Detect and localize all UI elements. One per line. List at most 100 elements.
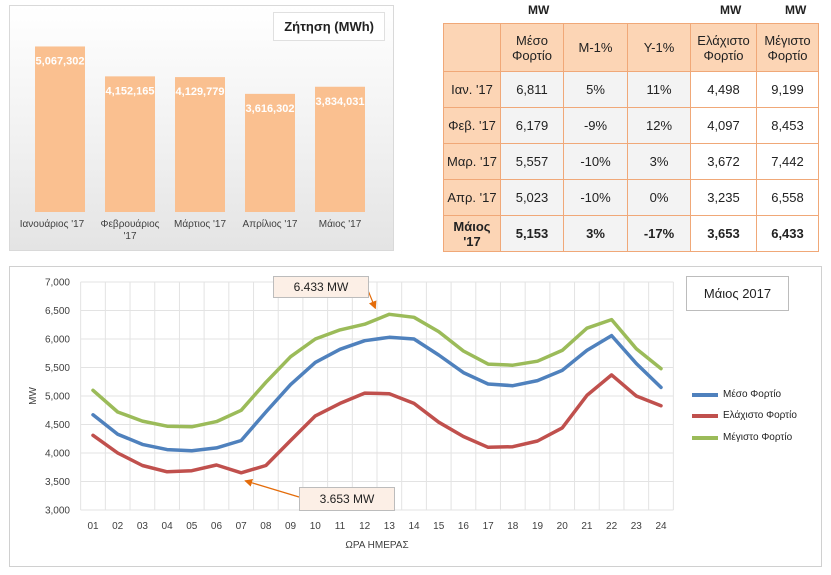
x-tick-label: 19 bbox=[532, 521, 544, 532]
table-cell: 3,672 bbox=[690, 143, 757, 180]
table-cell: Ιαν. '17 bbox=[443, 71, 501, 108]
x-tick-label: 15 bbox=[433, 521, 445, 532]
table-row: Ιαν. '17 6,811 5% 11% 4,498 9,199 bbox=[443, 71, 819, 108]
bar-category-label: Μάρτιος '17 bbox=[174, 218, 226, 230]
bar-2 bbox=[105, 76, 155, 212]
x-tick-label: 05 bbox=[186, 521, 198, 532]
x-tick-label: 21 bbox=[581, 521, 593, 532]
line-chart-title: Μάιος 2017 bbox=[686, 276, 789, 311]
demand-bar-plot: 5,067,302 Ιανουάριος '17 4,152,165 Φεβρουάρ… bbox=[20, 46, 365, 242]
y-tick-label: 7,000 bbox=[45, 278, 70, 289]
legend-label: Μέσο Φορτίο bbox=[723, 389, 782, 400]
legend-swatch-max bbox=[692, 435, 718, 440]
x-tick-label: 10 bbox=[310, 521, 322, 532]
bar-value-label: 5,067,302 bbox=[36, 55, 85, 67]
table-cell: 3,235 bbox=[690, 179, 757, 216]
x-tick-label: 16 bbox=[458, 521, 470, 532]
table-cell: Φεβ. '17 bbox=[443, 107, 501, 144]
bar-category-label: Φεβρουάριος bbox=[101, 218, 160, 230]
x-tick-label: 02 bbox=[112, 521, 124, 532]
x-tick-label: 01 bbox=[87, 521, 99, 532]
table-row: Μαρ. '17 5,557 -10% 3% 3,672 7,442 bbox=[443, 143, 819, 180]
legend-item-min: Ελάχιστο Φορτίο bbox=[692, 410, 797, 421]
bar-4 bbox=[245, 93, 295, 212]
table-cell: -10% bbox=[563, 179, 628, 216]
x-axis-title: ΩΡΑ ΗΜΕΡΑΣ bbox=[345, 540, 408, 551]
table-header-cell: Υ-1% bbox=[627, 23, 691, 72]
legend-label: Μέγιστο Φορτίο bbox=[723, 432, 793, 443]
x-tick-label: 09 bbox=[285, 521, 297, 532]
x-tick-label: 18 bbox=[507, 521, 519, 532]
series-line-3 bbox=[91, 312, 663, 429]
demand-bar-chart: 5,067,302 Ιανουάριος '17 4,152,165 Φεβρουάρ… bbox=[9, 5, 394, 251]
unit-label-max: MW bbox=[785, 3, 807, 17]
table-cell: Απρ. '17 bbox=[443, 179, 501, 216]
legend-swatch-mean bbox=[692, 392, 718, 397]
table-row: Απρ. '17 5,023 -10% 0% 3,235 6,558 bbox=[443, 179, 819, 216]
bar-value-label: 3,834,031 bbox=[316, 96, 365, 108]
table-cell: 6,433 bbox=[756, 215, 819, 252]
y-tick-label: 4,500 bbox=[45, 420, 70, 431]
table-cell: 9,199 bbox=[756, 71, 819, 108]
max-load-callout: 6.433 MW bbox=[273, 276, 369, 298]
table-cell: 5,153 bbox=[500, 215, 564, 252]
bar-category-label: '17 bbox=[123, 231, 136, 242]
x-tick-label: 12 bbox=[359, 521, 371, 532]
table-cell: 12% bbox=[627, 107, 691, 144]
table-cell: 11% bbox=[627, 71, 691, 108]
table-cell: -10% bbox=[563, 143, 628, 180]
y-tick-label: 4,000 bbox=[45, 449, 70, 460]
x-tick-label: 04 bbox=[162, 521, 174, 532]
x-tick-label: 22 bbox=[606, 521, 618, 532]
x-tick-label: 24 bbox=[655, 521, 667, 532]
x-tick-label: 03 bbox=[137, 521, 149, 532]
min-load-callout: 3.653 MW bbox=[299, 487, 395, 511]
x-tick-label: 07 bbox=[236, 521, 248, 532]
load-statistics-table: Μέσο Φορτίο Μ-1% Υ-1% Ελάχιστο Φορτίο Μέ… bbox=[443, 23, 819, 252]
table-cell: 3,653 bbox=[690, 215, 757, 252]
x-tick-label: 06 bbox=[211, 521, 223, 532]
table-cell: 3% bbox=[627, 143, 691, 180]
y-axis-title: MW bbox=[28, 387, 39, 405]
bar-category-label: Μάιος '17 bbox=[319, 218, 362, 230]
series-line-2 bbox=[91, 373, 663, 475]
table-cell: Μάιος '17 bbox=[443, 215, 501, 252]
legend-label: Ελάχιστο Φορτίο bbox=[723, 410, 797, 421]
table-cell: -9% bbox=[563, 107, 628, 144]
unit-label-min: MW bbox=[720, 3, 742, 17]
bar-3 bbox=[175, 77, 225, 212]
unit-label-mean: MW bbox=[528, 3, 550, 17]
y-tick-label: 5,000 bbox=[45, 392, 70, 403]
y-tick-label: 5,500 bbox=[45, 363, 70, 374]
table-cell: Μαρ. '17 bbox=[443, 143, 501, 180]
x-tick-label: 08 bbox=[260, 521, 272, 532]
bar-value-label: 3,616,302 bbox=[246, 103, 295, 115]
x-tick-label: 11 bbox=[335, 521, 346, 532]
table-header-cell bbox=[443, 23, 501, 72]
series-line-1 bbox=[91, 333, 663, 453]
legend-swatch-min bbox=[692, 413, 718, 418]
y-tick-label: 6,500 bbox=[45, 306, 70, 317]
x-tick-label: 23 bbox=[631, 521, 643, 532]
table-header-row: Μέσο Φορτίο Μ-1% Υ-1% Ελάχιστο Φορτίο Μέ… bbox=[443, 23, 819, 72]
bar-category-label: Ιανουάριος '17 bbox=[20, 218, 85, 230]
bar-value-label: 4,129,779 bbox=[176, 86, 225, 98]
table-cell: -17% bbox=[627, 215, 691, 252]
table-cell: 6,558 bbox=[756, 179, 819, 216]
table-cell: 0% bbox=[627, 179, 691, 216]
x-tick-label: 20 bbox=[557, 521, 569, 532]
y-tick-label: 6,000 bbox=[45, 335, 70, 346]
table-row: Μάιος '17 5,153 3% -17% 3,653 6,433 bbox=[443, 215, 819, 252]
bar-value-label: 4,152,165 bbox=[106, 85, 155, 97]
bar-chart-title: Ζήτηση (MWh) bbox=[273, 12, 385, 41]
table-cell: 3% bbox=[563, 215, 628, 252]
y-tick-label: 3,000 bbox=[45, 506, 70, 517]
legend-item-max: Μέγιστο Φορτίο bbox=[692, 432, 792, 443]
x-tick-label: 14 bbox=[408, 521, 420, 532]
min-callout-arrow bbox=[244, 478, 300, 498]
x-tick-label: 13 bbox=[384, 521, 396, 532]
table-cell: 6,811 bbox=[500, 71, 564, 108]
table-cell: 4,498 bbox=[690, 71, 757, 108]
table-cell: 6,179 bbox=[500, 107, 564, 144]
